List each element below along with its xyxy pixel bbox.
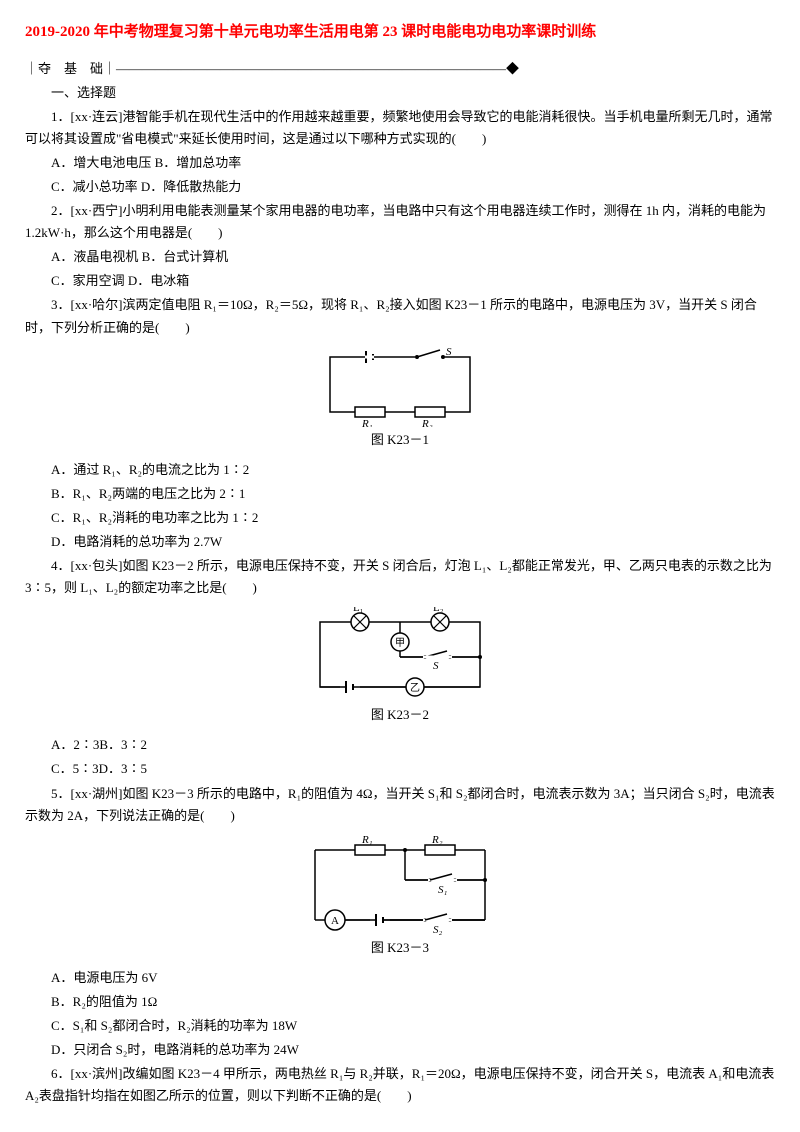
q6-source: [xx·滨州] (71, 1066, 123, 1081)
q4-text: 4．[xx·包头]如图 K23－2 所示，电源电压保持不变，开关 S 闭合后，灯… (25, 555, 775, 599)
q1-body: 港智能手机在现代生活中的作用越来越重要，频繁地使用会导致它的电能消耗很快。当手机… (25, 109, 773, 146)
section-heading: 一、选择题 (25, 82, 775, 104)
q5-optA: A．电源电压为 6V (25, 967, 775, 989)
svg-text:R₂: R₂ (431, 835, 443, 846)
page-title: 2019-2020 年中考物理复习第十单元电功率生活用电第 23 课时电能电功电… (25, 20, 775, 46)
svg-text:A: A (331, 915, 339, 927)
q1-optC: C．减小总功率 D．降低散热能力 (25, 176, 775, 198)
q6-text: 6．[xx·滨州]改编如图 K23－4 甲所示，两电热丝 R₁与 R₂并联，R₁… (25, 1063, 775, 1107)
svg-text:L₁: L₁ (353, 607, 364, 614)
q1-source: [xx·连云] (71, 109, 123, 124)
q5-optD: D．只闭合 S₂时，电路消耗的总功率为 24W (25, 1039, 775, 1061)
svg-text:乙: 乙 (410, 682, 420, 694)
q3-optB: B．R₁、R₂两端的电压之比为 2∶1 (25, 483, 775, 505)
q1-text: 1．[xx·连云]港智能手机在现代生活中的作用越来越重要，频繁地使用会导致它的电… (25, 106, 775, 150)
q2-text: 2．[xx·西宁]小明利用电能表测量某个家用电器的电功率，当电路中只有这个用电器… (25, 200, 775, 244)
q3-source: [xx·哈尔] (71, 297, 123, 312)
fig1-caption: 图 K23－1 (25, 429, 775, 451)
q3-body: 滨两定值电阻 R₁＝10Ω，R₂＝5Ω，现将 R₁、R₂接入如图 K23－1 所… (25, 297, 757, 334)
q5-num: 5． (51, 786, 71, 801)
q2-optA: A．液晶电视机 B．台式计算机 (25, 246, 775, 268)
svg-text:甲: 甲 (395, 638, 405, 649)
q6-num: 6． (51, 1066, 71, 1081)
figure-k23-3: R₁ R₂ S₁ A S₂ 图 K23－3 (25, 835, 775, 959)
q1-optA: A．增大电池电压 B．增加总功率 (25, 152, 775, 174)
q4-source: [xx·包头] (71, 558, 123, 573)
svg-text:S₁: S₁ (438, 884, 448, 896)
q2-num: 2． (51, 203, 71, 218)
svg-text:R₂: R₂ (421, 418, 433, 427)
q5-source: [xx·湖州] (71, 786, 123, 801)
q4-optC: C．5∶3D．3∶5 (25, 758, 775, 780)
q4-body: 如图 K23－2 所示，电源电压保持不变，开关 S 闭合后，灯泡 L₁、L₂都能… (25, 558, 772, 595)
q2-source: [xx·西宁] (71, 203, 123, 218)
q1-num: 1． (51, 109, 71, 124)
q5-text: 5．[xx·湖州]如图 K23－3 所示的电路中，R₁的阻值为 4Ω，当开关 S… (25, 783, 775, 827)
q3-num: 3． (51, 297, 71, 312)
q3-optA: A．通过 R₁、R₂的电流之比为 1∶2 (25, 459, 775, 481)
header-divider: ｜夺 基 础｜——————————————————————————————◆ (25, 58, 775, 80)
q6-body: 改编如图 K23－4 甲所示，两电热丝 R₁与 R₂并联，R₁＝20Ω，电源电压… (25, 1066, 774, 1103)
q4-optA: A．2∶3B．3∶2 (25, 734, 775, 756)
q3-text: 3．[xx·哈尔]滨两定值电阻 R₁＝10Ω，R₂＝5Ω，现将 R₁、R₂接入如… (25, 294, 775, 338)
q2-body: 小明利用电能表测量某个家用电器的电功率，当电路中只有这个用电器连续工作时，测得在… (25, 203, 766, 240)
figure-k23-1: S R₁ R₂ 图 K23－1 (25, 347, 775, 451)
svg-text:S: S (433, 660, 439, 672)
svg-text:L₂: L₂ (433, 607, 444, 614)
fig2-caption: 图 K23－2 (25, 704, 775, 726)
svg-text:S₂: S₂ (433, 924, 443, 935)
q5-optC: C．S₁和 S₂都闭合时，R₂消耗的功率为 18W (25, 1015, 775, 1037)
figure-k23-2: L₁ L₂ 甲 S 乙 图 K23－2 (25, 607, 775, 726)
fig3-caption: 图 K23－3 (25, 937, 775, 959)
q5-body: 如图 K23－3 所示的电路中，R₁的阻值为 4Ω，当开关 S₁和 S₂都闭合时… (25, 786, 775, 823)
q4-num: 4． (51, 558, 71, 573)
svg-text:R₁: R₁ (361, 418, 373, 427)
svg-text:S: S (446, 347, 452, 358)
q5-optB: B．R₂的阻值为 1Ω (25, 991, 775, 1013)
q3-optD: D．电路消耗的总功率为 2.7W (25, 531, 775, 553)
q2-optC: C．家用空调 D．电冰箱 (25, 270, 775, 292)
q3-optC: C．R₁、R₂消耗的电功率之比为 1∶2 (25, 507, 775, 529)
svg-text:R₁: R₁ (361, 835, 373, 846)
